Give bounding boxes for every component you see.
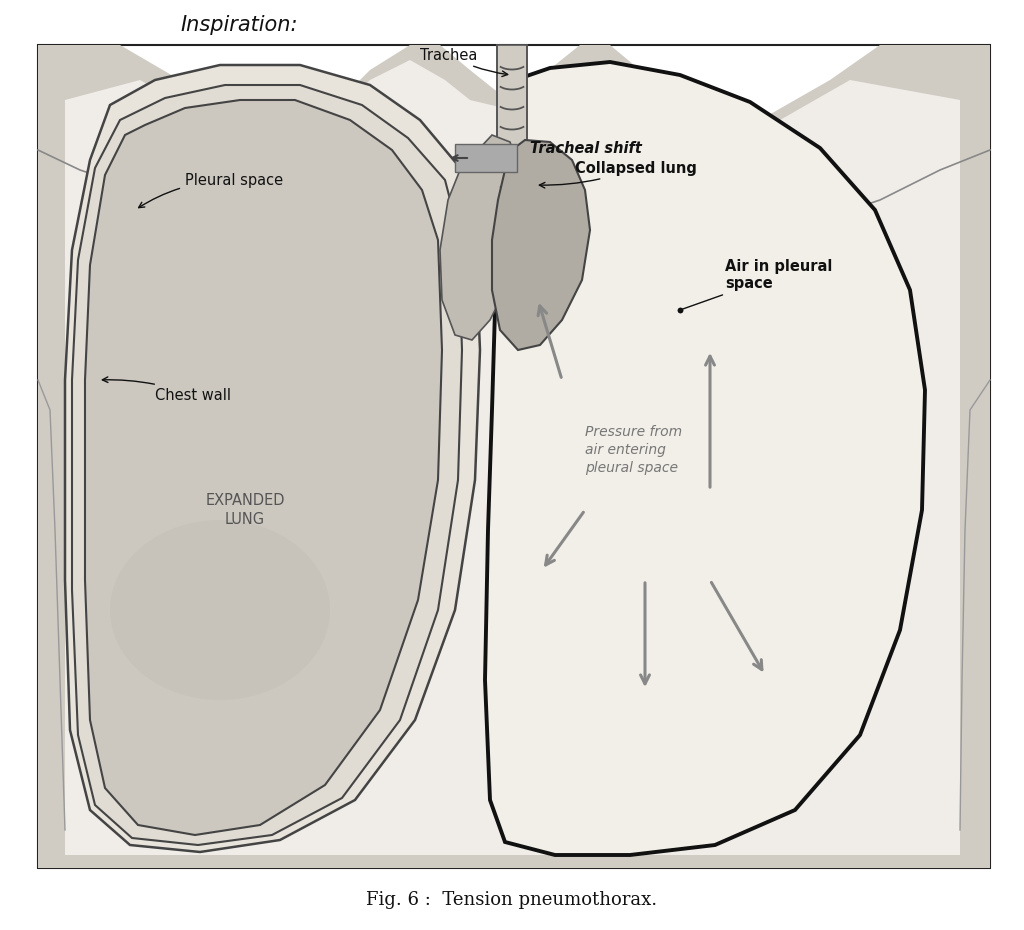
Bar <box>38 45 990 868</box>
Text: Chest wall: Chest wall <box>102 377 231 403</box>
Ellipse shape <box>110 520 330 700</box>
Polygon shape <box>485 62 925 855</box>
Text: Pressure from
air entering
pleural space: Pressure from air entering pleural space <box>585 425 682 475</box>
FancyBboxPatch shape <box>455 144 517 172</box>
Text: Trachea: Trachea <box>420 47 508 76</box>
Polygon shape <box>72 85 462 845</box>
Polygon shape <box>440 135 520 340</box>
Polygon shape <box>65 60 961 855</box>
Polygon shape <box>65 65 480 852</box>
Text: EXPANDED
LUNG: EXPANDED LUNG <box>205 493 285 526</box>
Text: Collapsed lung: Collapsed lung <box>540 161 697 188</box>
Text: Fig. 6 :  Tension pneumothorax.: Fig. 6 : Tension pneumothorax. <box>367 891 657 909</box>
Polygon shape <box>85 100 442 835</box>
Polygon shape <box>492 140 590 350</box>
Polygon shape <box>38 45 990 868</box>
Text: Tracheal shift: Tracheal shift <box>530 140 642 155</box>
Bar <box>497 45 527 220</box>
Text: Inspiration:: Inspiration: <box>180 15 298 35</box>
Text: Air in pleural
space: Air in pleural space <box>683 259 833 309</box>
Text: Pleural space: Pleural space <box>138 172 283 207</box>
